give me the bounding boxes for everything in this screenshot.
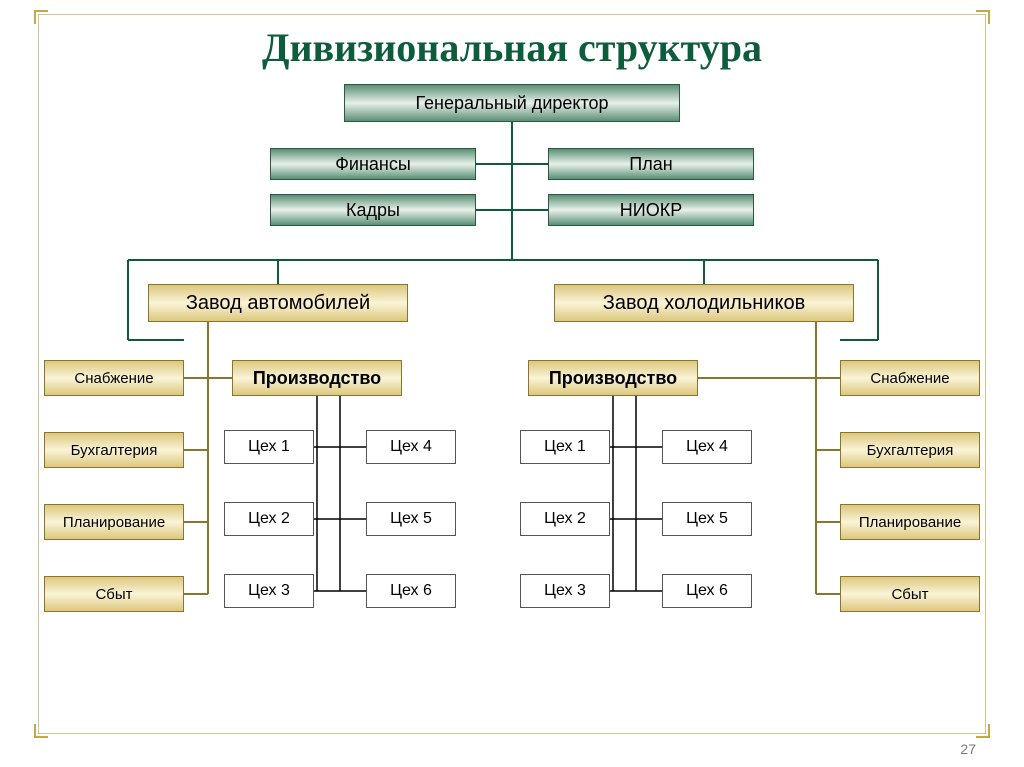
org-node-shop2_r: Цех 2 [520,502,610,536]
org-node-shop5_r: Цех 5 [662,502,752,536]
org-node-shop6_r: Цех 6 [662,574,752,608]
org-node-hr: Кадры [270,194,476,226]
org-node-shop1_l: Цех 1 [224,430,314,464]
org-node-planning_r: Планирование [840,504,980,540]
org-chart: Генеральный директор Финансы План Кадры НИОК… [38,80,986,720]
org-node-prod_r: Производство [528,360,698,396]
org-node-director: Генеральный директор [344,84,680,122]
org-node-shop5_l: Цех 5 [366,502,456,536]
org-node-plant_fridge: Завод холодильников [554,284,854,322]
org-node-shop1_r: Цех 1 [520,430,610,464]
org-node-plant_auto: Завод автомобилей [148,284,408,322]
org-node-sales_r: Сбыт [840,576,980,612]
org-node-rnd: НИОКР [548,194,754,226]
connector-lines [38,80,986,720]
org-node-shop3_r: Цех 3 [520,574,610,608]
org-node-supply_l: Снабжение [44,360,184,396]
org-node-sales_l: Сбыт [44,576,184,612]
org-node-accounting_r: Бухгалтерия [840,432,980,468]
org-node-supply_r: Снабжение [840,360,980,396]
org-node-shop4_l: Цех 4 [366,430,456,464]
org-node-shop3_l: Цех 3 [224,574,314,608]
org-node-accounting_l: Бухгалтерия [44,432,184,468]
org-node-finance: Финансы [270,148,476,180]
org-node-planning_l: Планирование [44,504,184,540]
org-node-prod_l: Производство [232,360,402,396]
org-node-plan: План [548,148,754,180]
org-node-shop4_r: Цех 4 [662,430,752,464]
page-number: 27 [960,741,976,757]
slide-title: Дивизиональная структура [0,24,1024,71]
org-node-shop2_l: Цех 2 [224,502,314,536]
org-node-shop6_l: Цех 6 [366,574,456,608]
